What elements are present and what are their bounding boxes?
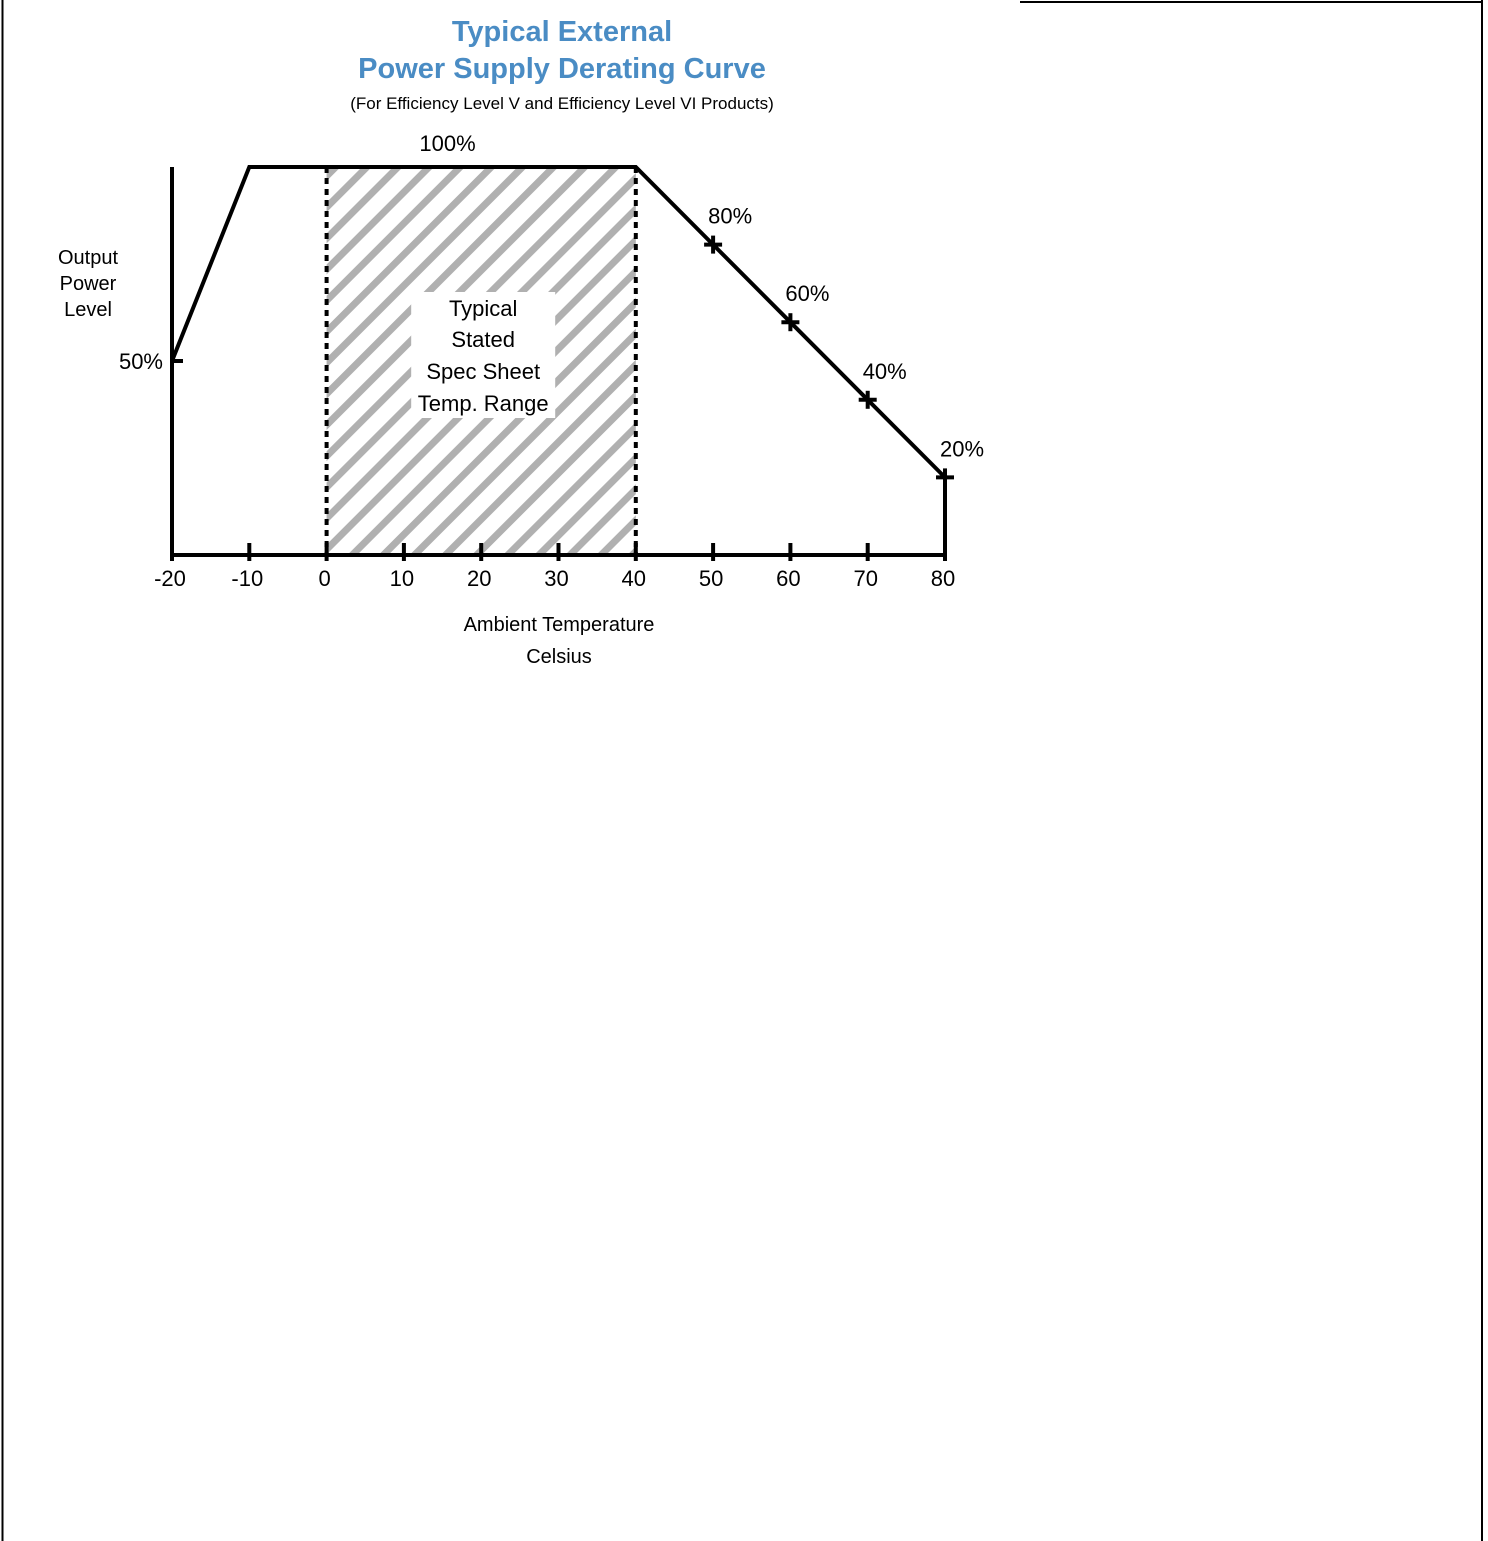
chart-title-line-2: Power Supply Derating Curve bbox=[358, 53, 766, 85]
x-tick-label-0: 0 bbox=[318, 566, 330, 591]
x-tick-label--10: -10 bbox=[231, 566, 263, 591]
x-tick-label--20: -20 bbox=[154, 566, 186, 591]
x-tick-label-60: 60 bbox=[776, 566, 800, 591]
spec-range-label-box bbox=[411, 292, 556, 418]
spec-range-label-line-1: Typical bbox=[449, 296, 517, 321]
x-tick-label-50: 50 bbox=[699, 566, 723, 591]
point-label-20: 20% bbox=[940, 436, 984, 461]
chart-title-line-1: Typical External bbox=[452, 16, 672, 48]
x-tick-label-20: 20 bbox=[467, 566, 491, 591]
spec-range-label-line-3: Spec Sheet bbox=[426, 359, 540, 384]
spec-range-label-line-2: Stated bbox=[451, 327, 515, 352]
point-label-80: 80% bbox=[708, 204, 752, 229]
x-axis-ticks: -20 -10 0 10 20 30 40 50 60 70 80 bbox=[154, 543, 955, 591]
x-tick-label-10: 10 bbox=[390, 566, 414, 591]
point-marker-20 bbox=[936, 468, 954, 487]
y-axis-label-line-1: Output bbox=[58, 247, 118, 269]
y-axis-label-line-2: Power bbox=[60, 273, 117, 295]
point-marker-60 bbox=[781, 313, 800, 332]
y-axis-label-line-3: Level bbox=[64, 299, 112, 321]
point-label-100: 100% bbox=[419, 131, 475, 156]
x-tick-label-70: 70 bbox=[853, 566, 877, 591]
chart-subtitle: (For Efficiency Level V and Efficiency L… bbox=[350, 94, 774, 113]
x-axis-label-line-2: Celsius bbox=[526, 646, 592, 668]
point-label-40: 40% bbox=[863, 359, 907, 384]
x-tick-label-40: 40 bbox=[622, 566, 646, 591]
x-tick-label-30: 30 bbox=[544, 566, 568, 591]
spec-range-label-line-4: Temp. Range bbox=[418, 391, 549, 416]
point-marker-40 bbox=[858, 390, 877, 409]
point-markers bbox=[172, 235, 954, 487]
point-labels: 50% 100% 80% 60% 40% 20% bbox=[119, 131, 984, 461]
x-axis-label-line-1: Ambient Temperature bbox=[464, 614, 655, 636]
x-tick-label-80: 80 bbox=[931, 566, 955, 591]
point-marker-80 bbox=[704, 235, 723, 254]
point-label-60: 60% bbox=[785, 281, 829, 306]
point-label-50: 50% bbox=[119, 349, 163, 374]
